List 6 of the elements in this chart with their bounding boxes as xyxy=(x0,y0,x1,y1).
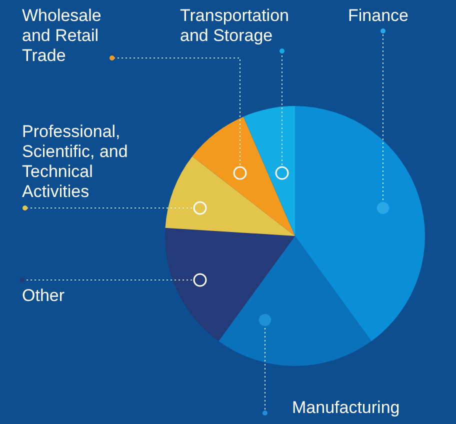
slice-label: Manufacturing xyxy=(292,398,401,418)
slice-label: Wholesale and Retail Trade xyxy=(22,6,102,66)
slice-label: Transportation and Storage xyxy=(180,6,290,46)
slice-label: Professional, Scientific, and Technical Activities xyxy=(22,122,129,202)
slice-label: Finance xyxy=(348,6,410,26)
slice-label: Other xyxy=(22,286,66,306)
